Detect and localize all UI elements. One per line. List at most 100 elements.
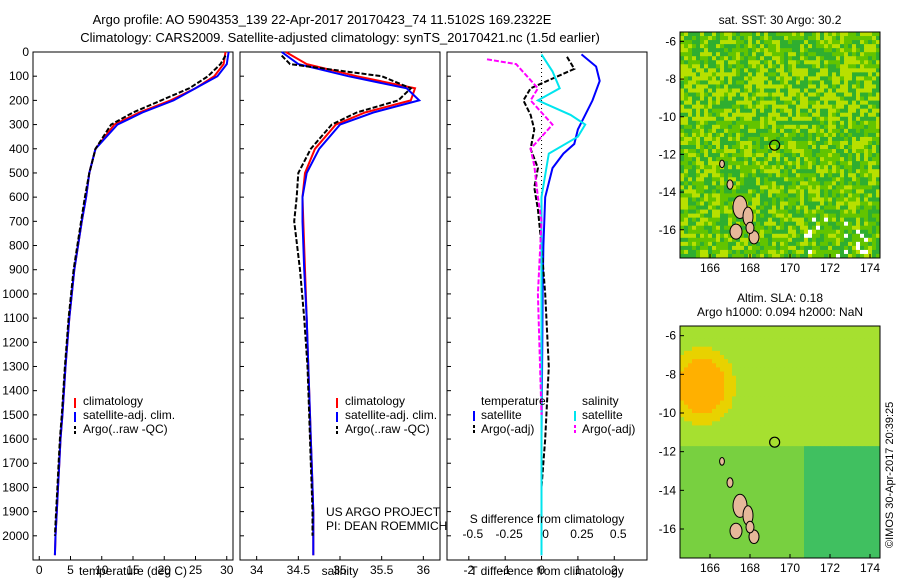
map-cell bbox=[852, 185, 857, 190]
map-cell bbox=[740, 384, 745, 389]
map-cell bbox=[808, 379, 813, 385]
map-cell bbox=[772, 479, 777, 484]
map-cell bbox=[864, 165, 869, 170]
map-cell bbox=[788, 112, 793, 118]
map-cell bbox=[724, 253, 729, 259]
map-cell bbox=[764, 145, 769, 150]
map-cell bbox=[816, 225, 821, 231]
map-cell bbox=[684, 209, 689, 215]
map-cell bbox=[736, 413, 741, 418]
map-cell bbox=[824, 173, 829, 178]
map-cell bbox=[840, 334, 845, 339]
map-cell bbox=[844, 76, 849, 81]
map-cell bbox=[804, 169, 809, 174]
map-cell bbox=[700, 189, 705, 194]
map-cell bbox=[712, 136, 717, 142]
map-cell bbox=[680, 44, 685, 49]
map-cell bbox=[696, 128, 701, 134]
map-cell bbox=[788, 229, 793, 235]
map-cell bbox=[760, 359, 765, 364]
map-cell bbox=[812, 237, 817, 243]
map-cell bbox=[856, 221, 861, 227]
map-cell bbox=[796, 205, 801, 210]
map-cell bbox=[692, 44, 697, 49]
map-cell bbox=[820, 413, 825, 418]
map-cell bbox=[844, 40, 849, 45]
map-cell bbox=[848, 421, 853, 426]
map-cell bbox=[736, 363, 741, 368]
map-cell bbox=[844, 225, 849, 231]
map-cell bbox=[856, 205, 861, 210]
map-cell bbox=[876, 104, 881, 110]
map-cell bbox=[812, 157, 817, 162]
map-cell bbox=[688, 169, 693, 174]
map-cell bbox=[868, 56, 873, 61]
map-cell bbox=[784, 149, 789, 154]
map-cell bbox=[680, 346, 685, 352]
map-cell bbox=[852, 359, 857, 364]
map-cell bbox=[808, 429, 813, 435]
map-cell bbox=[708, 108, 713, 114]
map-cell bbox=[768, 471, 773, 476]
map-cell bbox=[832, 140, 837, 146]
map-cell bbox=[816, 338, 821, 343]
map-cell bbox=[764, 32, 769, 37]
map-cell bbox=[832, 253, 837, 259]
map-cell bbox=[756, 213, 761, 219]
map-cell bbox=[784, 217, 789, 223]
map-cell bbox=[852, 384, 857, 389]
map-cell bbox=[772, 375, 777, 381]
map-cell bbox=[780, 153, 785, 158]
map-cell bbox=[748, 193, 753, 198]
map-cell bbox=[776, 197, 781, 202]
map-cell bbox=[728, 100, 733, 106]
map-cell bbox=[764, 64, 769, 69]
map-cell bbox=[788, 209, 793, 215]
map-cell bbox=[692, 185, 697, 190]
map-cell bbox=[720, 466, 725, 472]
map-cell bbox=[820, 72, 825, 77]
map-cell bbox=[732, 483, 737, 488]
map-cell bbox=[688, 197, 693, 202]
map-cell bbox=[724, 96, 729, 102]
map-cell bbox=[832, 404, 837, 410]
map-cell bbox=[748, 60, 753, 65]
map-cell bbox=[724, 241, 729, 247]
map-cell bbox=[856, 88, 861, 93]
map-cell bbox=[864, 225, 869, 231]
map-cell bbox=[840, 100, 845, 106]
map-cell bbox=[700, 479, 705, 484]
map-cell bbox=[796, 80, 801, 85]
map-cell bbox=[800, 68, 805, 73]
map-cell bbox=[824, 209, 829, 215]
map-cell bbox=[696, 359, 701, 364]
map-cell bbox=[692, 229, 697, 235]
map-cell bbox=[692, 153, 697, 158]
map-cell bbox=[824, 350, 829, 356]
map-cell bbox=[768, 205, 773, 210]
map-cell bbox=[868, 396, 873, 401]
map-cell bbox=[832, 229, 837, 235]
map-cell bbox=[844, 112, 849, 118]
map-cell bbox=[800, 56, 805, 61]
map-cell bbox=[876, 417, 881, 422]
map-cell bbox=[708, 76, 713, 81]
map-cell bbox=[700, 48, 705, 53]
map-cell bbox=[808, 108, 813, 114]
map-cell bbox=[840, 471, 845, 476]
map-cell bbox=[692, 189, 697, 194]
map-cell bbox=[848, 396, 853, 401]
map-cell bbox=[712, 153, 717, 158]
map-cell bbox=[692, 32, 697, 37]
map-cell bbox=[752, 205, 757, 210]
map-cell bbox=[744, 253, 749, 259]
map-cell bbox=[804, 346, 809, 352]
map-cell bbox=[720, 68, 725, 73]
map-cell bbox=[812, 417, 817, 422]
map-cell bbox=[752, 72, 757, 77]
map-cell bbox=[740, 44, 745, 49]
map-cell bbox=[764, 177, 769, 182]
map-cell bbox=[824, 330, 829, 335]
series-line bbox=[280, 54, 413, 536]
map-cell bbox=[872, 425, 877, 430]
